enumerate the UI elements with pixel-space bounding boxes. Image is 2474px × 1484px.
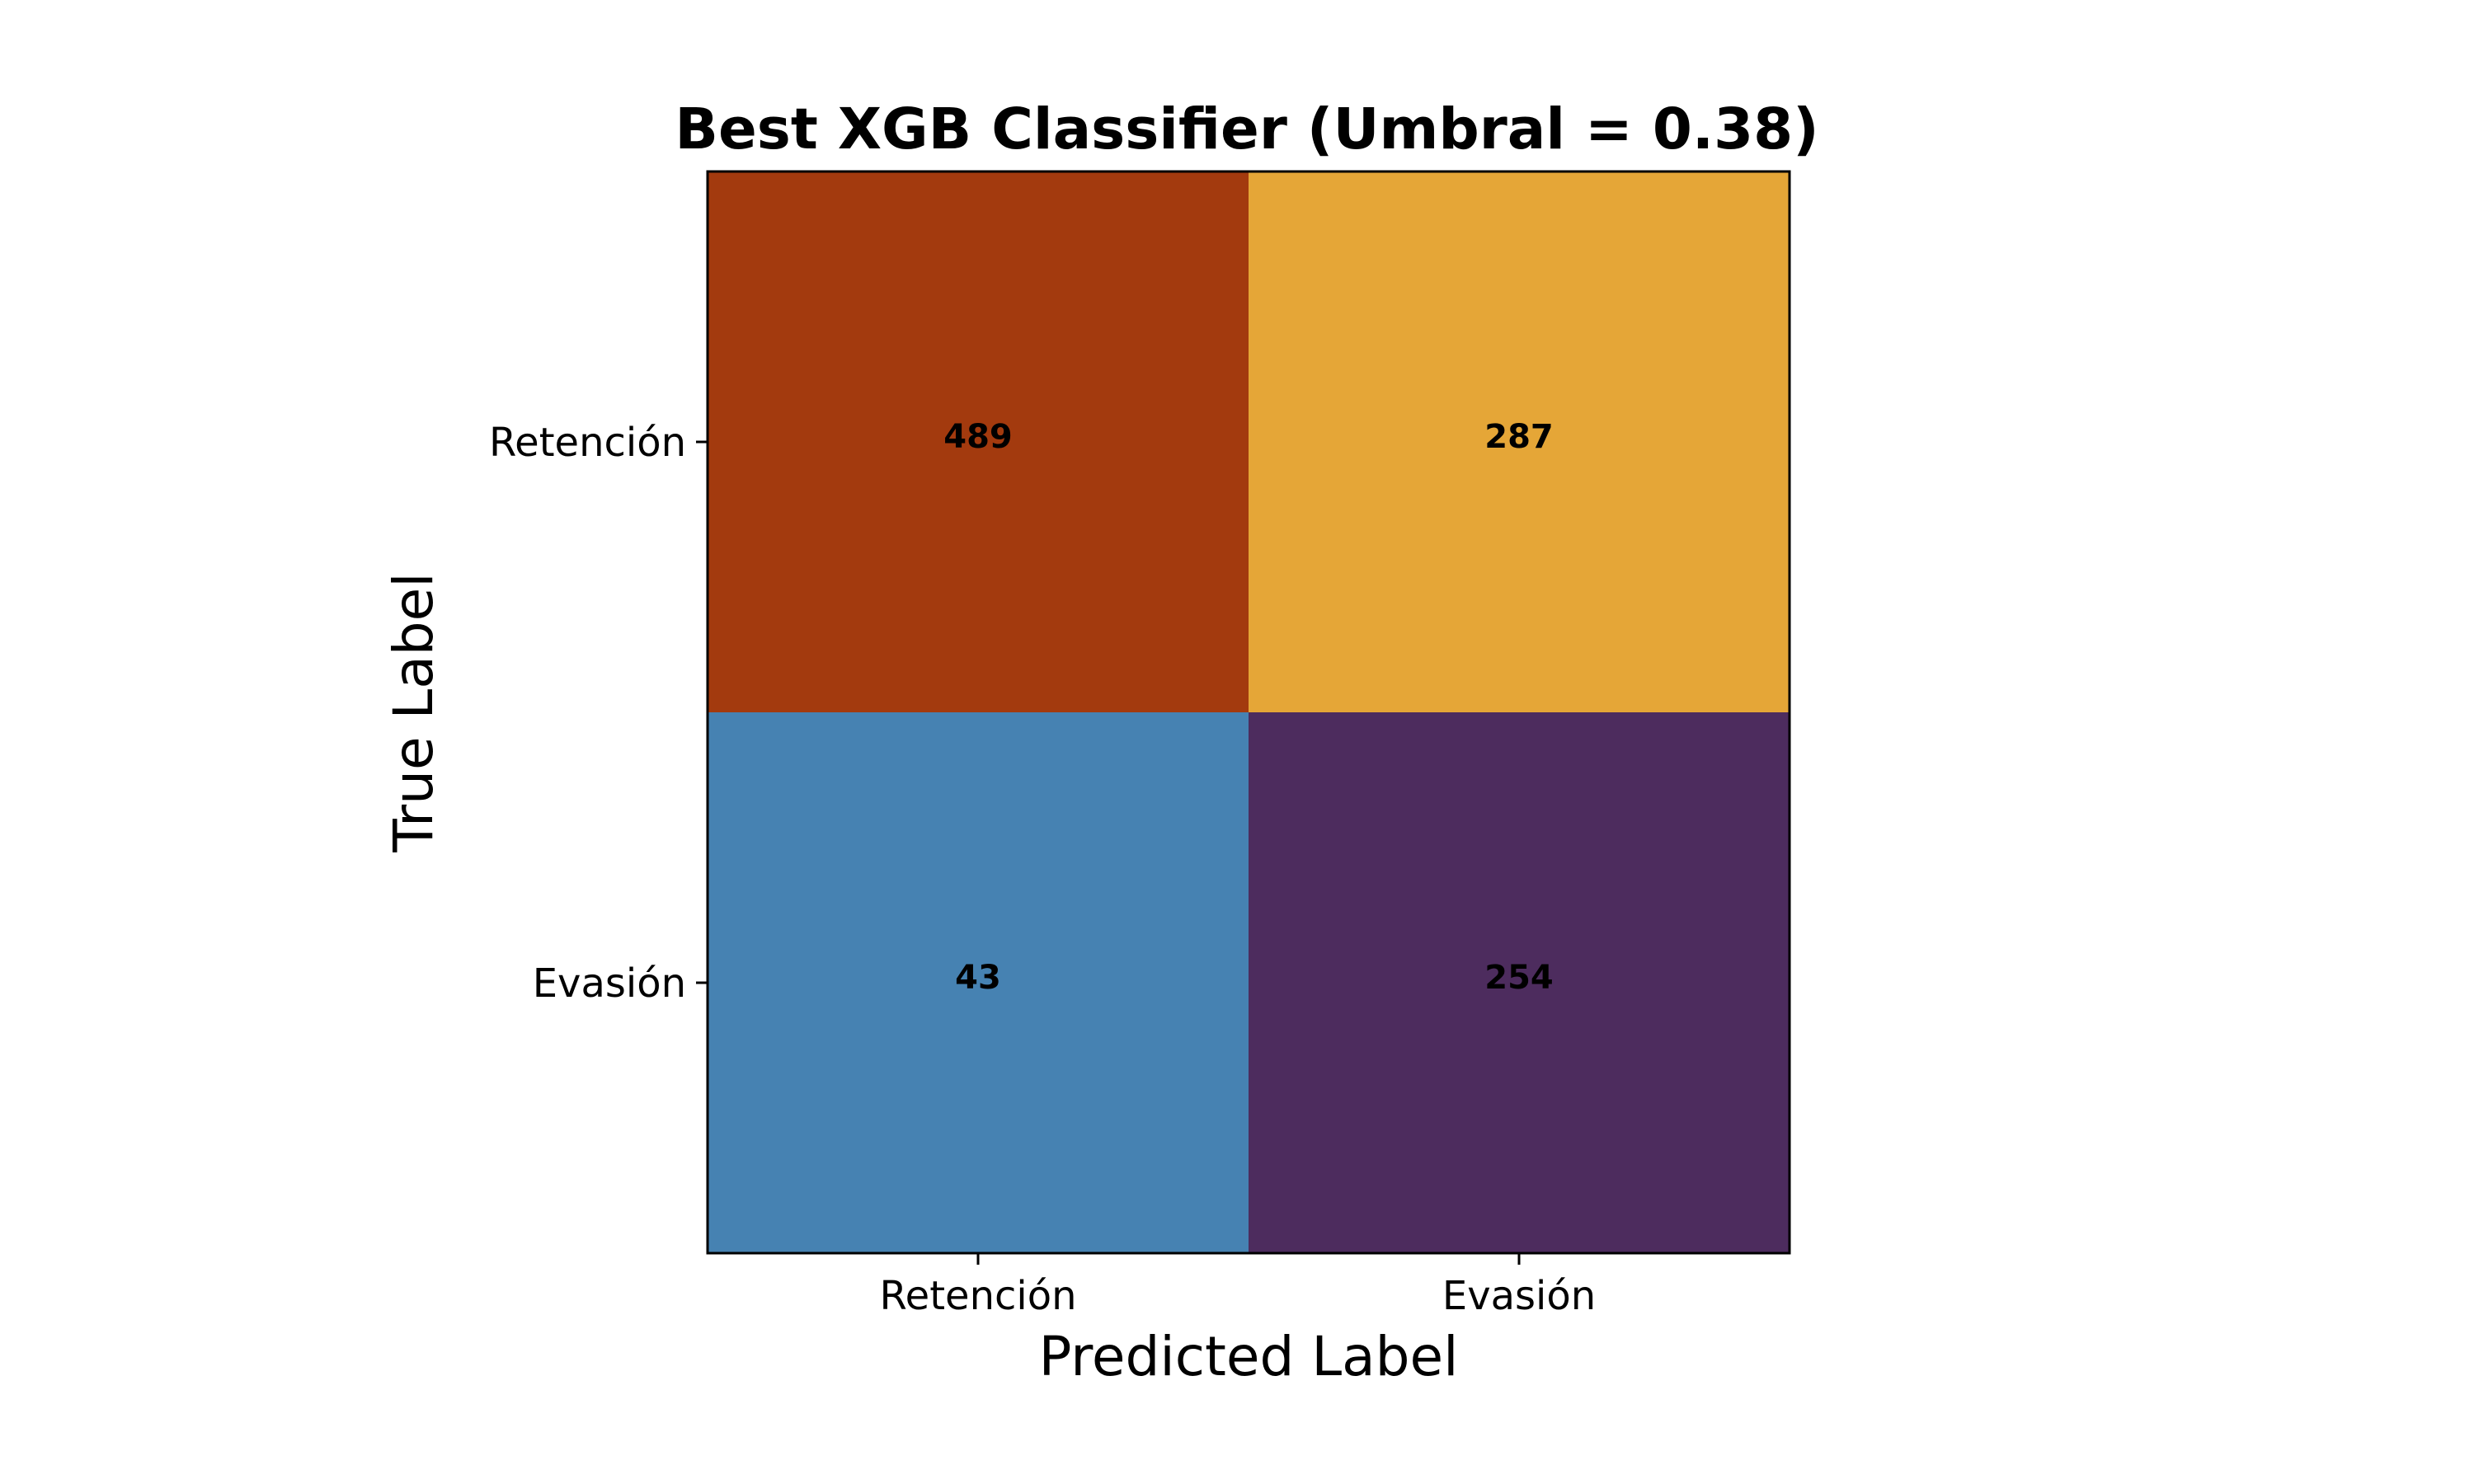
y-axis-ticks: Retención Evasión (489, 420, 708, 1007)
heatmap-cells (708, 171, 1790, 1253)
cell-evasion-evasion (1249, 712, 1790, 1253)
cell-retencion-retencion (708, 171, 1249, 712)
y-axis-label: True Label (382, 572, 445, 852)
cell-value-retencion-retencion: 489 (943, 418, 1013, 456)
x-axis-label: Predicted Label (1039, 1325, 1459, 1388)
x-tick-label-evasion: Evasión (1442, 1273, 1596, 1319)
plot-frame (706, 170, 1791, 1255)
cell-evasion-retencion (708, 712, 1249, 1253)
cell-value-labels: 489 287 43 254 (943, 418, 1554, 997)
x-tick-label-retencion: Retención (879, 1273, 1076, 1319)
cell-retencion-evasion (1249, 171, 1790, 712)
chart-title: Best XGB Classifier (Umbral = 0.38) (675, 96, 1818, 162)
y-tick-label-retencion: Retención (489, 420, 686, 466)
cell-value-retencion-evasion: 287 (1484, 418, 1554, 456)
y-tick-label-evasion: Evasión (533, 960, 686, 1007)
cell-value-evasion-retencion: 43 (955, 959, 1001, 997)
x-axis-ticks: Retención Evasión (879, 1253, 1596, 1319)
cell-value-evasion-evasion: 254 (1484, 959, 1554, 997)
